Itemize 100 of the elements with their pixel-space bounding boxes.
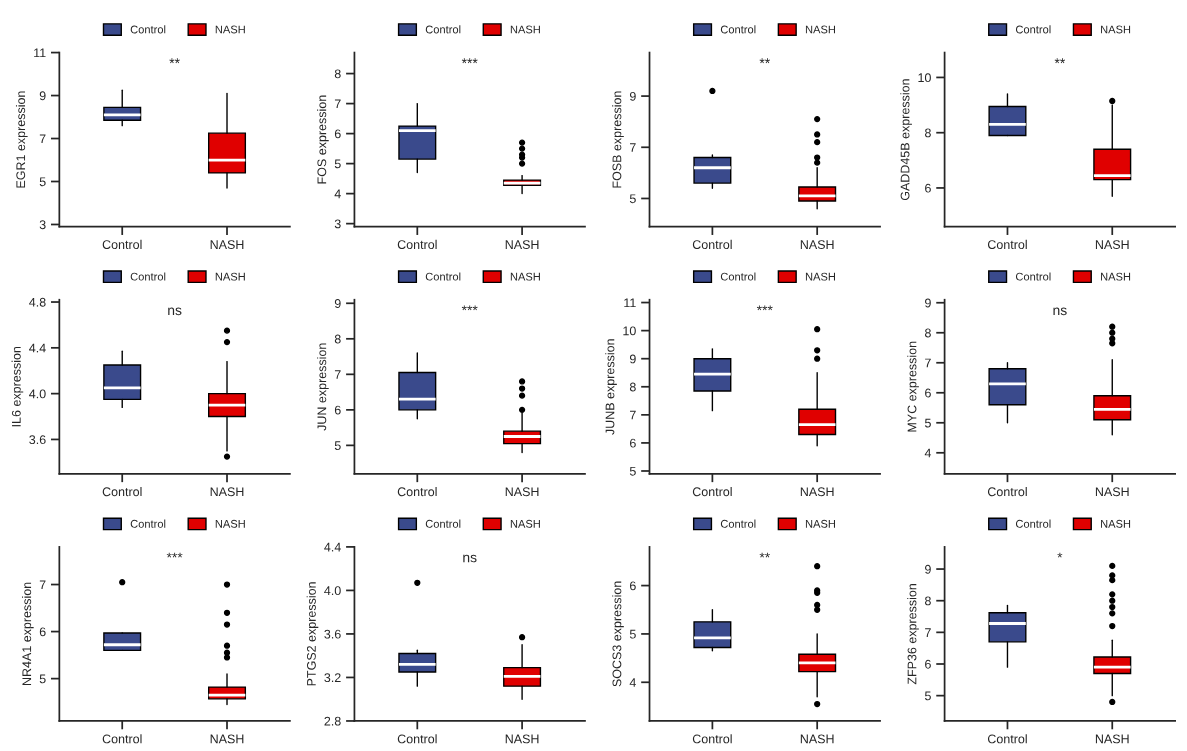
y-tick-label: 5 <box>334 441 341 451</box>
y-tick-label: 8 <box>629 382 636 392</box>
x-tick-label: Control <box>397 486 437 497</box>
y-tick-label: 6 <box>334 405 341 415</box>
y-tick-label: 9 <box>629 91 636 101</box>
y-axis-title: FOSB expression <box>612 91 624 188</box>
legend-label: Control <box>425 25 461 34</box>
y-axis-title: ZFP36 expression <box>907 584 919 685</box>
x-tick-label: NASH <box>505 487 539 497</box>
y-tick-label: 5 <box>629 194 636 204</box>
y-tick-label: 6 <box>925 183 931 193</box>
y-tick-label: 6 <box>630 438 636 448</box>
y-tick-label: 7 <box>925 628 931 637</box>
legend-label: NASH <box>215 25 245 34</box>
y-axis-title: JUN expression <box>317 343 329 431</box>
annotation: * <box>1057 552 1063 558</box>
y-tick-label: 7 <box>925 358 931 368</box>
legend-label: Control <box>1015 519 1051 528</box>
y-tick-label: 6 <box>630 581 636 591</box>
y-axis-title: EGR1 expression <box>15 91 28 188</box>
legend-label: NASH <box>805 519 835 528</box>
y-axis-title: IL6 expression <box>11 346 24 427</box>
y-tick-label: 8 <box>924 328 931 338</box>
y-tick-label: 4.0 <box>29 389 46 399</box>
y-axis-title: JUNB expression <box>605 339 617 435</box>
legend-label: NASH <box>215 519 245 528</box>
annotation: ** <box>1054 58 1066 64</box>
y-tick-label: 9 <box>39 91 46 101</box>
legend-label: NASH <box>215 272 245 281</box>
x-tick-label: NASH <box>505 240 539 250</box>
y-axis-title: PTGS2 expression <box>306 582 319 686</box>
legend-label: Control <box>425 272 461 281</box>
x-tick-label: NASH <box>210 734 244 744</box>
y-tick-label: 6 <box>925 388 931 398</box>
y-axis-title: FOS expression <box>317 95 329 184</box>
y-tick-label: 6 <box>925 659 931 669</box>
x-tick-label: NASH <box>210 487 244 497</box>
legend-label: NASH <box>1101 272 1131 281</box>
y-tick-label: 4 <box>924 448 932 458</box>
legend-label: Control <box>130 272 166 281</box>
x-tick-label: Control <box>987 239 1027 250</box>
y-tick-label: 3.6 <box>324 629 341 639</box>
y-tick-label: 4 <box>334 189 341 199</box>
annotation: ** <box>169 58 180 64</box>
legend-label: Control <box>720 519 756 528</box>
x-tick-label: Control <box>397 239 437 250</box>
x-tick-label: NASH <box>210 240 244 250</box>
x-tick-label: Control <box>102 486 142 497</box>
legend-label: NASH <box>805 25 835 34</box>
y-tick-label: 4.8 <box>29 297 46 307</box>
legend-label: Control <box>720 272 756 281</box>
legend-label: NASH <box>510 25 540 34</box>
y-tick-label: 9 <box>925 564 931 574</box>
y-tick-label: 8 <box>924 128 931 138</box>
y-tick-label: 10 <box>918 73 931 83</box>
annotation: ns <box>1053 307 1067 316</box>
legend-label: NASH <box>805 272 835 281</box>
y-tick-label: 4.0 <box>324 586 341 596</box>
y-tick-label: 7 <box>334 99 341 109</box>
legend-label: Control <box>1015 272 1051 281</box>
x-tick-label: Control <box>692 734 732 744</box>
y-tick-label: 7 <box>39 580 46 590</box>
y-tick-label: 11 <box>624 298 636 308</box>
legend-label: Control <box>425 519 461 528</box>
x-tick-label: NASH <box>505 734 539 744</box>
y-tick-label: 7 <box>39 134 46 144</box>
y-tick-label: 5 <box>629 466 636 476</box>
y-tick-label: 4 <box>629 678 636 687</box>
y-tick-label: 7 <box>630 410 636 420</box>
annotation: ** <box>759 552 770 558</box>
y-tick-label: 11 <box>34 48 46 58</box>
y-tick-label: 5 <box>39 177 46 187</box>
y-tick-label: 9 <box>334 299 341 308</box>
y-tick-label: 3.2 <box>324 673 341 683</box>
x-tick-label: NASH <box>1095 487 1129 497</box>
annotation: *** <box>166 552 183 558</box>
y-axis-title: MYC expression <box>907 341 919 432</box>
y-tick-label: 5 <box>629 629 636 639</box>
y-tick-label: 8 <box>334 334 341 344</box>
y-tick-label: 2.8 <box>324 716 341 726</box>
legend-label: NASH <box>510 272 540 281</box>
x-tick-label: Control <box>987 734 1027 744</box>
y-tick-label: 3 <box>334 219 341 229</box>
y-tick-label: 6 <box>39 627 46 637</box>
y-tick-label: 8 <box>334 69 341 79</box>
annotation: ns <box>168 307 182 316</box>
x-tick-label: NASH <box>1095 240 1129 250</box>
legend-label: NASH <box>1101 519 1131 528</box>
y-tick-label: 5 <box>924 418 931 428</box>
y-tick-label: 3 <box>39 220 46 230</box>
x-tick-label: NASH <box>800 240 834 250</box>
y-tick-label: 4.4 <box>324 542 341 552</box>
y-axis-title: NR4A1 expression <box>22 582 34 686</box>
y-tick-label: 7 <box>334 370 341 379</box>
x-tick-label: NASH <box>800 734 834 744</box>
y-tick-label: 8 <box>924 596 931 606</box>
legend-label: NASH <box>1101 25 1131 34</box>
legend-label: Control <box>1015 25 1051 34</box>
y-tick-label: 5 <box>334 159 341 169</box>
annotation: *** <box>461 58 478 64</box>
